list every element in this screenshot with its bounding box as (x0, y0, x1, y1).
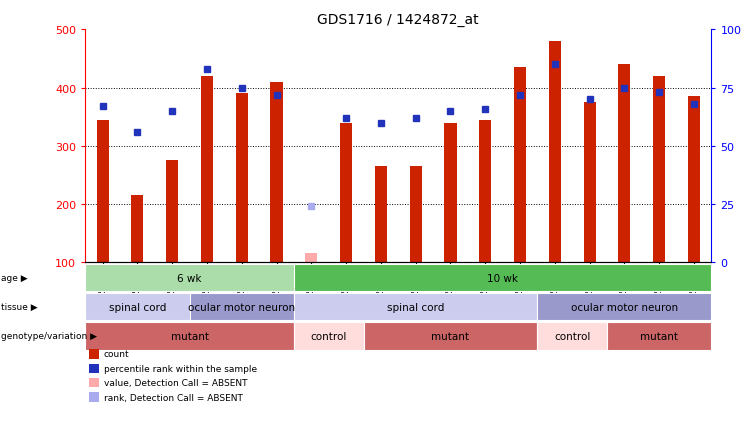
Bar (479, 120, 491, 263)
Bar (305, 254, 317, 263)
Title: GDS1716 / 1424872_at: GDS1716 / 1424872_at (317, 13, 479, 26)
Bar (688, 97, 700, 263)
Text: 10 wk: 10 wk (487, 273, 518, 283)
Bar (514, 68, 526, 263)
Bar (201, 77, 213, 263)
Bar (96, 120, 109, 263)
Bar (375, 167, 387, 263)
Text: ocular motor neuron: ocular motor neuron (188, 302, 296, 312)
Text: mutant: mutant (640, 331, 678, 341)
Text: spinal cord: spinal cord (109, 302, 166, 312)
Bar (166, 161, 179, 263)
Text: rank, Detection Call = ABSENT: rank, Detection Call = ABSENT (104, 393, 242, 401)
Bar (618, 65, 631, 263)
Bar (270, 82, 282, 263)
Text: control: control (554, 331, 591, 341)
Bar (131, 196, 144, 263)
Bar (445, 123, 456, 263)
Text: mutant: mutant (170, 331, 208, 341)
Bar (410, 167, 422, 263)
Text: 6 wk: 6 wk (177, 273, 202, 283)
Bar (583, 103, 596, 263)
Text: control: control (310, 331, 347, 341)
Bar (340, 123, 352, 263)
Text: tissue ▶: tissue ▶ (1, 302, 38, 312)
Bar (236, 94, 247, 263)
Text: spinal cord: spinal cord (387, 302, 445, 312)
Text: percentile rank within the sample: percentile rank within the sample (104, 364, 257, 373)
Text: value, Detection Call = ABSENT: value, Detection Call = ABSENT (104, 378, 247, 387)
Bar (549, 42, 561, 263)
Text: mutant: mutant (431, 331, 470, 341)
Text: age ▶: age ▶ (1, 273, 28, 283)
Text: genotype/variation ▶: genotype/variation ▶ (1, 332, 98, 341)
Bar (653, 77, 665, 263)
Text: ocular motor neuron: ocular motor neuron (571, 302, 678, 312)
Text: count: count (104, 350, 130, 358)
